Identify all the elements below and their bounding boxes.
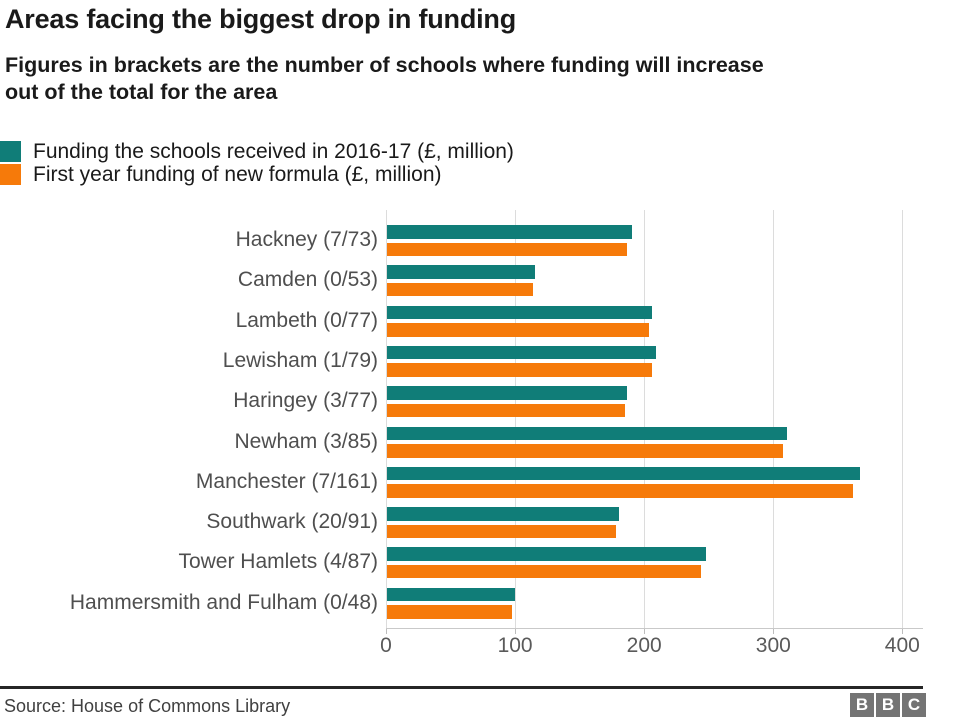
legend-swatch-teal-icon	[0, 141, 21, 162]
legend: Funding the schools received in 2016-17 …	[0, 139, 514, 187]
bar-funding-2016-17	[387, 345, 656, 360]
bar-funding-2016-17	[387, 265, 536, 279]
bar-funding-new-formula	[387, 323, 649, 337]
bar-funding-new-formula	[387, 444, 784, 458]
category-label: Hackney (7/73)	[235, 228, 378, 251]
bar-funding-2016-17	[387, 507, 620, 521]
gridline	[644, 210, 646, 628]
bar-funding-new-formula	[387, 564, 701, 579]
subtitle-line-2: out of the total for the area	[5, 80, 278, 104]
legend-label: Funding the schools received in 2016-17 …	[33, 139, 514, 163]
axis-tick-mark	[515, 628, 517, 634]
bar-funding-new-formula	[387, 242, 628, 256]
source-credit: Source: House of Commons Library	[4, 696, 291, 716]
plot-area: 0 100 200 300 400	[380, 210, 923, 657]
bar-funding-new-formula	[387, 605, 513, 619]
axis-tick-label: 100	[497, 634, 533, 657]
bbc-logo-block: B	[850, 693, 874, 717]
bbc-logo-block: B	[876, 693, 900, 717]
bar-funding-new-formula	[387, 282, 533, 297]
gridline	[773, 210, 775, 628]
x-axis-line	[386, 628, 923, 629]
legend-label: First year funding of new formula (£, mi…	[33, 162, 442, 186]
legend-item-2016-17: Funding the schools received in 2016-17 …	[0, 139, 514, 163]
axis-tick-mark	[902, 628, 904, 634]
bar-funding-new-formula	[387, 524, 616, 539]
bar-funding-2016-17	[387, 386, 628, 400]
subtitle-line-1: Figures in brackets are the number of sc…	[5, 53, 764, 77]
page-title: Areas facing the biggest drop in funding	[5, 4, 517, 34]
bar-funding-2016-17	[387, 426, 788, 440]
gridline	[902, 210, 904, 628]
axis-tick-mark	[773, 628, 775, 634]
category-axis: Hackney (7/73) Camden (0/53) Lambeth (0/77…	[0, 210, 378, 630]
chart-subtitle: Figures in brackets are the number of sc…	[5, 52, 764, 106]
category-label: Hammersmith and Fulham (0/48)	[69, 590, 378, 614]
axis-tick-label: 400	[884, 634, 920, 657]
category-label: Lambeth (0/77)	[235, 308, 378, 332]
legend-item-new-formula: First year funding of new formula (£, mi…	[0, 162, 514, 186]
bar-funding-new-formula	[387, 403, 625, 418]
axis-tick-label: 0	[380, 634, 392, 657]
bar-funding-new-formula	[387, 363, 652, 377]
legend-swatch-orange-icon	[0, 164, 21, 185]
category-label: Lewisham (1/79)	[222, 348, 378, 372]
footer-divider	[0, 686, 923, 689]
category-label: Newham (3/85)	[234, 429, 378, 453]
gridline	[386, 210, 387, 628]
category-label: Camden (0/53)	[237, 268, 378, 292]
bar-funding-2016-17	[387, 466, 860, 481]
axis-tick-label: 300	[755, 634, 791, 657]
category-label: Haringey (3/77)	[233, 389, 378, 413]
bar-funding-2016-17	[387, 587, 515, 602]
category-label: Manchester (7/161)	[195, 469, 378, 493]
axis-tick-label: 200	[626, 634, 662, 657]
bar-funding-2016-17	[387, 305, 652, 320]
gridline	[515, 210, 517, 628]
bar-funding-2016-17	[387, 547, 706, 561]
bar-funding-new-formula	[387, 484, 853, 498]
axis-tick-mark	[386, 628, 387, 634]
bar-funding-2016-17	[387, 225, 633, 239]
category-label: Southwark (20/91)	[206, 510, 378, 534]
category-label: Tower Hamlets (4/87)	[178, 550, 378, 574]
bbc-logo-block: C	[902, 693, 926, 717]
axis-tick-mark	[644, 628, 646, 634]
